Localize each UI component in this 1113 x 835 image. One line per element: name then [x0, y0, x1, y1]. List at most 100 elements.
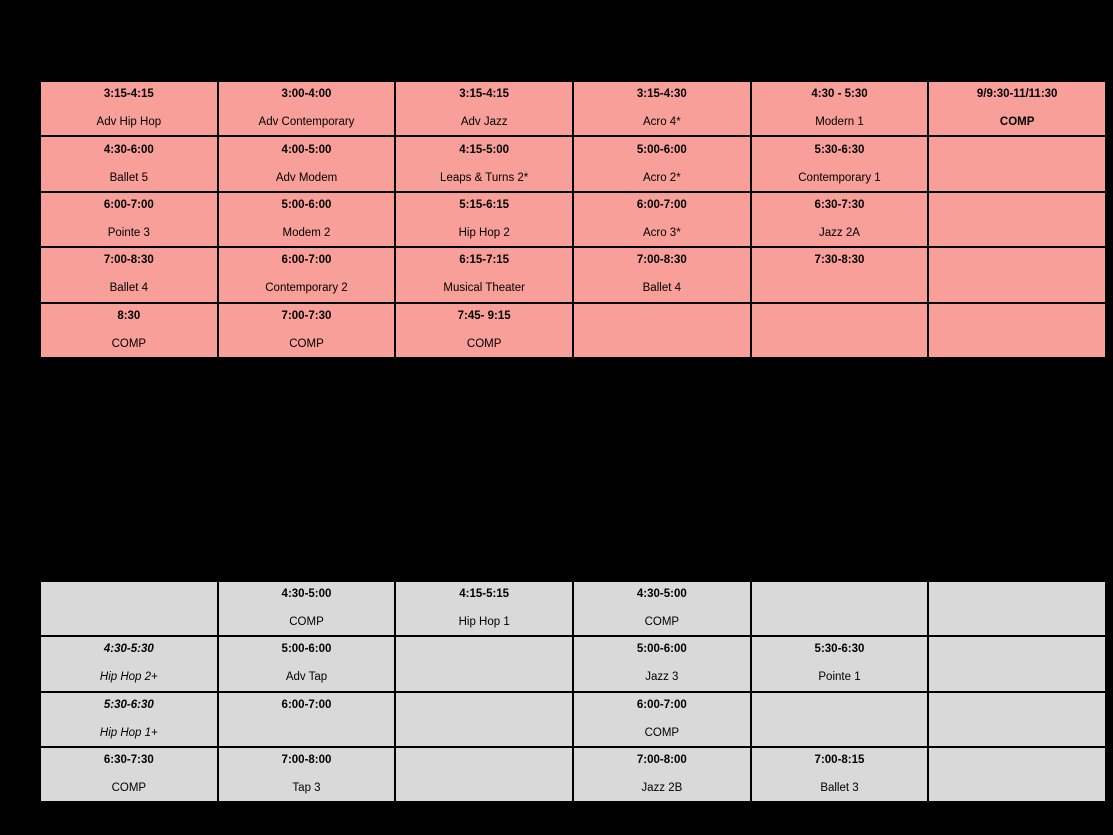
schedule-cell: 4:00-5:00 Adv Modem: [218, 137, 395, 191]
class-time: 4:30-5:00: [281, 588, 332, 601]
class-name: Acro 3*: [642, 226, 681, 239]
class-time: 4:00-5:00: [281, 143, 332, 156]
class-name: COMP: [644, 726, 680, 739]
class-time: 8:30: [117, 309, 141, 322]
class-time: 5:30-6:30: [814, 143, 865, 156]
schedule-cell: 4:30-5:30 Hip Hop 2+: [41, 637, 217, 691]
class-name: Acro 4*: [642, 116, 681, 129]
class-time: 6:30-7:30: [103, 753, 154, 766]
schedule-cell: 6:30-7:30 Jazz 2A: [751, 192, 928, 247]
schedule-cell: [396, 637, 572, 691]
class-time: 4:30-6:00: [103, 143, 154, 156]
class-name: COMP: [111, 781, 147, 794]
class-name: Adv Tap: [285, 671, 328, 684]
schedule-cell: [751, 303, 928, 357]
schedule-cell: 5:00-6:00 Modem 2: [218, 192, 395, 247]
class-time: 6:00-7:00: [636, 698, 687, 711]
class-time: 7:00-8:30: [636, 254, 687, 267]
class-name: Modem 2: [282, 226, 331, 239]
class-name: Pointe 3: [107, 226, 150, 239]
class-name: Modern 1: [815, 116, 864, 129]
schedule-cell: 7:30-8:30: [751, 248, 928, 302]
class-time: 6:30-7:30: [814, 198, 865, 211]
schedule-cell: 7:00-8:00 Tap 3: [218, 747, 395, 801]
class-time: 5:00-6:00: [636, 143, 687, 156]
class-name: Hip Hop 2: [458, 226, 510, 239]
schedule-cell: 5:15-6:15 Hip Hop 2: [396, 192, 572, 247]
schedule-cell: 5:30-6:30 Pointe 1: [751, 637, 928, 691]
schedule-cell: [929, 637, 1105, 691]
class-name: COMP: [466, 337, 502, 350]
schedule-cell: [929, 192, 1105, 247]
class-name: Hip Hop 1+: [99, 726, 158, 739]
schedule-cell: [396, 692, 572, 746]
schedule-table-bottom: 4:30-5:00 COMP 4:15-5:15 Hip Hop 1 4:30-5:00…: [38, 579, 1108, 804]
schedule-cell: 3:15-4:30 Acro 4*: [574, 82, 750, 136]
schedule-cell: 7:00-7:30 COMP: [218, 303, 395, 357]
class-time: 7:00-8:00: [281, 753, 332, 766]
class-name: Pointe 1: [818, 671, 861, 684]
schedule-cell: [929, 303, 1105, 357]
class-name: Leaps & Turns 2*: [440, 171, 529, 184]
class-time: 3:15-4:30: [636, 88, 687, 101]
class-time: 5:15-6:15: [459, 198, 510, 211]
class-time: 7:00-8:00: [636, 753, 687, 766]
class-name: Adv Contemporary: [258, 116, 355, 129]
class-name: Jazz 2A: [819, 226, 860, 239]
schedule-cell: [929, 248, 1105, 302]
class-time: 4:15-5:15: [459, 588, 510, 601]
schedule-cell: 7:00-8:30 Ballet 4: [41, 248, 217, 302]
schedule-cell: 6:15-7:15 Musical Theater: [396, 248, 572, 302]
class-time: 5:30-6:30: [814, 643, 865, 656]
class-name: Hip Hop 2+: [99, 671, 158, 684]
class-time: 5:30-6:30: [103, 698, 154, 711]
schedule-cell: [751, 692, 928, 746]
class-time: 7:00-8:30: [103, 254, 154, 267]
schedule-cell: 4:15-5:15 Hip Hop 1: [396, 582, 572, 636]
schedule-cell: [751, 582, 928, 636]
schedule-cell: 7:00-8:15 Ballet 3: [751, 747, 928, 801]
class-time: 3:00-4:00: [281, 88, 332, 101]
class-name: COMP: [999, 116, 1035, 129]
schedule-cell: 5:30-6:30 Hip Hop 1+: [41, 692, 217, 746]
schedule-cell: 3:15-4:15 Adv Jazz: [396, 82, 572, 136]
class-name: Musical Theater: [443, 282, 525, 295]
schedule-cell: 4:30-5:00 COMP: [574, 582, 750, 636]
class-name: Contemporary 2: [265, 282, 348, 295]
class-name: Jazz 2B: [641, 781, 683, 794]
schedule-cell: 5:00-6:00 Acro 2*: [574, 137, 750, 191]
class-name: COMP: [289, 337, 324, 350]
class-time: 4:30-5:00: [636, 588, 687, 601]
class-name: Ballet 4: [109, 282, 148, 295]
class-time: 3:15-4:15: [459, 88, 510, 101]
schedule-cell: 3:00-4:00 Adv Contemporary: [218, 82, 395, 136]
schedule-cell: 6:00-7:00 COMP: [574, 692, 750, 746]
class-time: 9/9:30-11/11:30: [976, 88, 1058, 101]
schedule-cell: 5:30-6:30 Contemporary 1: [751, 137, 928, 191]
schedule-cell: [929, 137, 1105, 191]
schedule-cell: [929, 692, 1105, 746]
schedule-cell: 7:45- 9:15 COMP: [396, 303, 572, 357]
class-time: 4:30 - 5:30: [811, 88, 868, 101]
schedule-cell: [929, 582, 1105, 636]
class-time: 6:00-7:00: [636, 198, 687, 211]
class-time: 4:15-5:00: [459, 143, 510, 156]
class-name: Contemporary 1: [798, 171, 881, 184]
class-name: Adv Hip Hop: [96, 116, 162, 129]
class-time: 7:30-8:30: [814, 254, 865, 267]
schedule-cell: 7:00-8:00 Jazz 2B: [574, 747, 750, 801]
class-time: 7:00-8:15: [814, 753, 865, 766]
schedule-cell: 6:30-7:30 COMP: [41, 747, 217, 801]
schedule-cell: [41, 582, 217, 636]
class-name: COMP: [289, 616, 324, 629]
class-name: COMP: [644, 616, 680, 629]
class-time: 7:45- 9:15: [457, 309, 511, 322]
schedule-cell: 4:30-6:00 Ballet 5: [41, 137, 217, 191]
schedule-cell: [396, 747, 572, 801]
class-name: Ballet 4: [642, 282, 681, 295]
schedule-cell: 6:00-7:00 Pointe 3: [41, 192, 217, 247]
class-time: 4:30-5:30: [103, 643, 154, 656]
class-name: Tap 3: [292, 781, 321, 794]
schedule-cell: [929, 747, 1105, 801]
